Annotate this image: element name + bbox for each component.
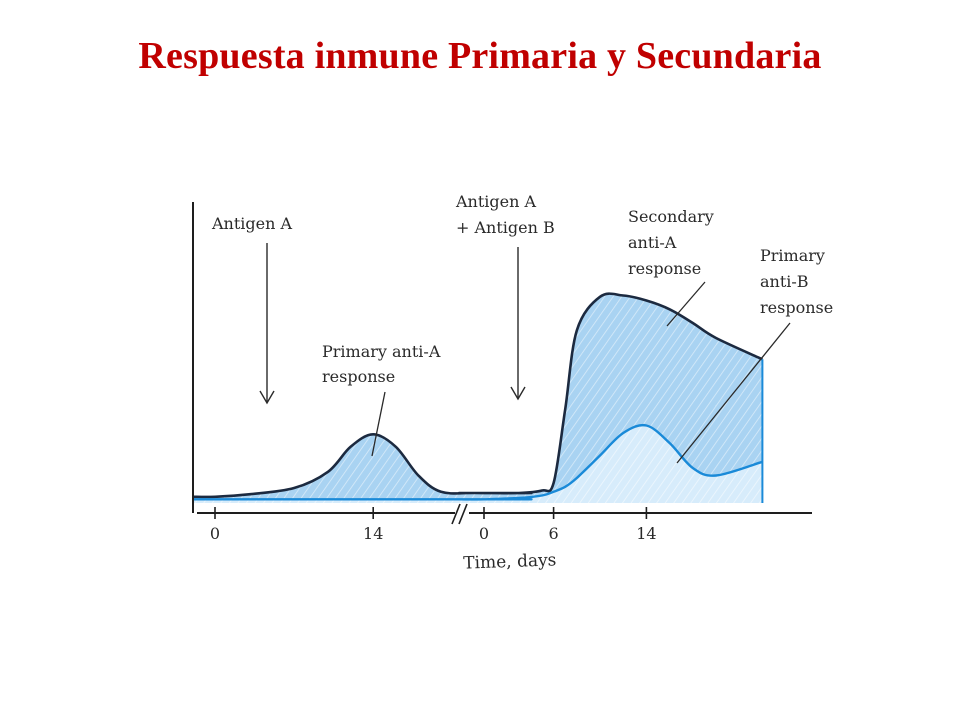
plot-areas <box>192 293 763 503</box>
x-axis-title: Time, days <box>463 550 557 573</box>
annotation-line: + Antigen B <box>456 218 555 237</box>
annotation-line: response <box>760 298 833 317</box>
svg-text:Secondary anti-A r: Secondary anti-A response <box>628 207 719 278</box>
svg-text:Primary anti-B res: Primary anti-B response <box>760 246 833 317</box>
x-tick-label: 0 <box>210 524 220 543</box>
annotation-line: response <box>628 259 701 278</box>
annotation-antigen-a: Antigen A <box>211 214 293 405</box>
svg-text:Primary anti-A response: Primary anti-A response <box>322 342 445 386</box>
annotation-line: response <box>322 367 395 386</box>
x-tick-label: 6 <box>549 524 559 543</box>
annotation-line: Antigen A <box>455 192 537 211</box>
annotation-line: anti-A <box>628 233 677 252</box>
svg-text:Antigen A: Antigen A <box>211 214 293 233</box>
x-ticks: 0 14 0 6 14 <box>210 507 657 543</box>
svg-text:Antigen A + Antigen B: Antigen A + Antigen B <box>455 192 555 237</box>
annotation-line: Primary anti-A <box>322 342 441 361</box>
series-anti-a-line <box>192 292 763 499</box>
plot-lines <box>192 292 764 503</box>
slide-title: Respuesta inmune Primaria y Secundaria <box>138 35 822 77</box>
annotation-line: anti-B <box>760 272 809 291</box>
annotation-line: Secondary <box>628 207 714 226</box>
x-tick-label: 14 <box>363 524 383 543</box>
series-anti-b-line <box>192 423 763 501</box>
x-tick-label: 14 <box>636 524 656 543</box>
series-anti-b-hatch <box>192 425 763 503</box>
annotation-secondary-anti-a: Secondary anti-A response <box>628 207 719 327</box>
annotation-primary-anti-b: Primary anti-B response <box>676 246 833 464</box>
annotation-primary-anti-a: Primary anti-A response <box>322 342 445 457</box>
annotation-antigen-a-plus-b: Antigen A + Antigen B <box>455 192 555 401</box>
axis-break-mark <box>458 503 468 525</box>
annotation-line: Primary <box>760 246 825 265</box>
annotation-line: Antigen A <box>211 214 293 233</box>
axis-break-mark <box>451 503 461 525</box>
x-tick-label: 0 <box>479 524 489 543</box>
